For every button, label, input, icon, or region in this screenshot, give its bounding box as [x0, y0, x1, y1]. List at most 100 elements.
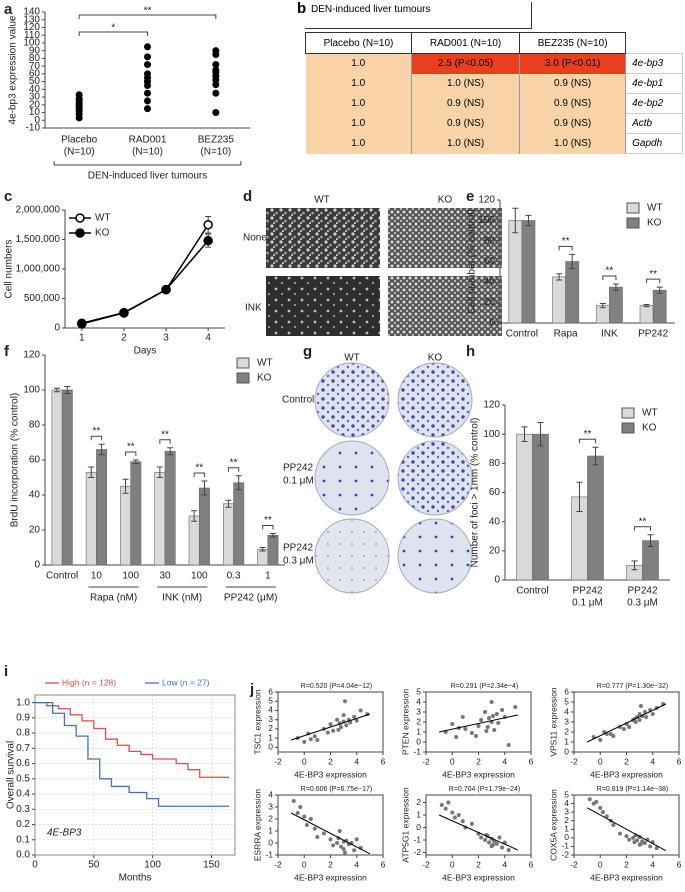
point [331, 728, 336, 733]
row-label: PP242 [283, 543, 313, 554]
panel-label: a [4, 1, 13, 18]
point [644, 715, 649, 719]
bar [532, 433, 549, 581]
x-tick-label: 150 [203, 860, 220, 871]
annotation: R=0.606 (P=6.75e−17) [301, 786, 372, 793]
point [635, 838, 639, 843]
bar [609, 286, 623, 324]
y-tick-label: 0.5 [16, 773, 30, 784]
y-tick-label: -10 [26, 123, 41, 134]
y-tick-label: 60 [484, 256, 496, 267]
y-tick-label: 70 [29, 61, 41, 72]
significance-label: ** [127, 442, 135, 453]
y-tick-label: 3 [564, 806, 569, 816]
x-tick-label: (N=10) [132, 147, 163, 158]
point [454, 735, 459, 739]
point [452, 815, 457, 820]
x-tick-label: RAD001 [129, 135, 167, 146]
legend-label: WT [95, 213, 111, 224]
y-tick-label: 40 [484, 277, 496, 288]
bar [51, 389, 63, 566]
bar [521, 220, 536, 324]
error-bar [235, 475, 242, 491]
point [496, 721, 501, 725]
point [490, 843, 495, 847]
y-axis-title: PTEN expression [400, 689, 410, 755]
error-bar [556, 273, 563, 281]
y-tick-label: 140 [23, 7, 40, 18]
point [637, 718, 642, 722]
significance-label: ** [230, 457, 238, 468]
y-tick-label: 2 [416, 797, 421, 807]
dot [144, 81, 151, 89]
legend-label: WT [257, 358, 273, 369]
gene-cell: 4e-bp3 [625, 53, 683, 74]
error-bar [64, 386, 71, 394]
point [460, 819, 465, 824]
point [308, 817, 313, 821]
bar [639, 305, 654, 324]
value-cell: 1.0 [305, 113, 412, 134]
point [479, 718, 484, 722]
point [650, 712, 655, 716]
x-tick-label: -2 [570, 859, 578, 869]
y-tick-label: 2,000,000 [16, 205, 61, 216]
x-tick-label: 1 [265, 571, 271, 582]
y-tick-label: 0 [416, 822, 421, 832]
point [479, 835, 484, 840]
x-tick-label: -2 [274, 859, 282, 869]
y-axis-title: ATP5G1 expression [400, 787, 410, 863]
row-label: PP242 [283, 463, 313, 474]
significance-label: ** [639, 516, 647, 527]
bar [120, 485, 132, 566]
point [654, 846, 659, 851]
column-label: WT [344, 353, 360, 364]
significance-label: ** [649, 269, 657, 280]
x-tick-label: 50 [88, 860, 100, 871]
error-bar [98, 443, 105, 456]
y-tick-label: 0.3 [16, 804, 30, 815]
x-tick-label: 0.3 [227, 571, 241, 582]
y-tick-label: 4 [564, 798, 569, 808]
annotation: R=0.520 (P=4.04e−12) [301, 683, 372, 690]
y-axis-title: BrdU incorporation (% control) [10, 393, 21, 528]
y-axis-title: Cell number (% control) [467, 209, 478, 314]
significance-bracket [227, 467, 240, 472]
x-tick-label: 4 [650, 756, 655, 766]
point [631, 835, 636, 840]
y-axis-title: COX5A expression [548, 789, 558, 861]
point [358, 708, 363, 713]
point [469, 821, 474, 826]
legend-swatch [621, 407, 635, 419]
column-label: KO [428, 353, 443, 364]
point [642, 710, 647, 714]
significance-label: ** [584, 429, 592, 440]
y-tick-label: 1 [268, 825, 273, 835]
point [328, 837, 333, 842]
bar [154, 471, 166, 566]
gene-cell: Gapdh [625, 133, 683, 154]
y-tick-label: 1.0 [16, 697, 30, 708]
point [611, 823, 616, 827]
y-tick-label: 60 [29, 69, 41, 80]
value-cell: 0.9 (NS) [411, 93, 521, 114]
value-cell: 1.0 [305, 93, 412, 114]
y-tick-label: 1 [268, 732, 273, 742]
plot-frame [34, 694, 236, 856]
point [335, 841, 340, 845]
x-tick-label: -2 [274, 756, 282, 766]
point [203, 220, 213, 230]
point [587, 797, 592, 802]
y-axis-title: Number of foci > 1mm (% control) [470, 418, 481, 568]
y-tick-label: 0.1 [16, 834, 30, 845]
point [469, 731, 474, 735]
point [312, 826, 317, 831]
plate [314, 362, 390, 438]
bar [61, 389, 73, 566]
point [483, 710, 488, 714]
point [485, 725, 490, 729]
y-axis-title: VPS11 expression [548, 687, 558, 757]
y-tick-label: 40 [489, 516, 501, 527]
x-tick-label: 6 [381, 756, 386, 766]
significance-label: ** [264, 515, 272, 526]
